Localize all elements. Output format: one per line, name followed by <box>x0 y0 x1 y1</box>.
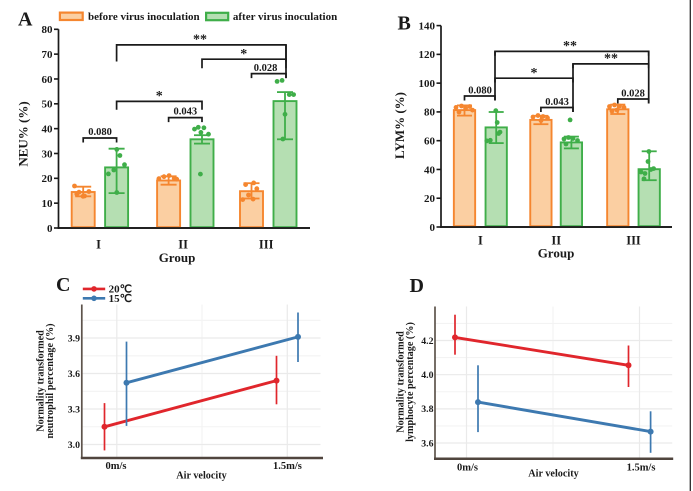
svg-text:*: * <box>531 66 538 81</box>
svg-text:60: 60 <box>42 74 54 86</box>
svg-text:Group: Group <box>538 246 575 261</box>
svg-text:40: 40 <box>424 164 436 176</box>
svg-text:0.028: 0.028 <box>621 88 645 99</box>
svg-text:100: 100 <box>419 78 436 90</box>
svg-text:B: B <box>398 12 411 34</box>
svg-text:3.6: 3.6 <box>421 438 433 449</box>
svg-text:20: 20 <box>424 193 436 205</box>
svg-text:3.8: 3.8 <box>421 404 433 415</box>
svg-text:0m/s: 0m/s <box>106 461 127 472</box>
svg-text:20℃: 20℃ <box>109 284 132 296</box>
svg-text:60: 60 <box>424 135 436 147</box>
svg-text:140: 140 <box>419 20 436 32</box>
svg-text:after virus inoculation: after virus inoculation <box>233 11 337 23</box>
svg-text:0: 0 <box>47 223 53 235</box>
svg-text:120: 120 <box>419 49 436 61</box>
svg-text:III: III <box>259 238 274 252</box>
svg-text:I: I <box>96 238 101 252</box>
svg-text:40: 40 <box>42 123 54 135</box>
svg-text:0.028: 0.028 <box>254 63 278 74</box>
svg-text:0.043: 0.043 <box>545 97 569 108</box>
svg-text:0m/s: 0m/s <box>457 462 478 473</box>
svg-text:*: * <box>156 89 163 104</box>
svg-text:Normality transformed: Normality transformed <box>395 331 406 433</box>
svg-text:**: ** <box>563 39 577 54</box>
svg-text:20: 20 <box>42 173 54 185</box>
svg-text:15℃: 15℃ <box>109 293 132 305</box>
svg-text:D: D <box>410 275 424 297</box>
svg-text:A: A <box>18 9 33 31</box>
svg-text:80: 80 <box>424 107 436 119</box>
svg-text:0.080: 0.080 <box>468 85 492 96</box>
svg-text:LYM% (%): LYM% (%) <box>392 92 407 159</box>
svg-text:0: 0 <box>430 222 436 234</box>
svg-text:Air velocity: Air velocity <box>528 469 578 480</box>
svg-text:neutrophil percentage (%): neutrophil percentage (%) <box>45 323 56 438</box>
svg-text:II: II <box>551 234 561 248</box>
svg-text:lymphocyte percentage (%): lymphocyte percentage (%) <box>405 322 416 442</box>
svg-text:3.6: 3.6 <box>68 369 80 380</box>
svg-text:Group: Group <box>159 250 196 265</box>
svg-text:4.2: 4.2 <box>421 336 433 347</box>
svg-text:*: * <box>240 47 247 62</box>
svg-text:1.5m/s: 1.5m/s <box>273 461 302 472</box>
svg-text:I: I <box>478 234 483 248</box>
svg-text:4.0: 4.0 <box>421 370 433 381</box>
svg-text:III: III <box>626 234 641 248</box>
svg-text:Normality transformed: Normality transformed <box>35 330 46 432</box>
svg-text:10: 10 <box>42 198 54 210</box>
svg-text:**: ** <box>604 52 618 67</box>
svg-text:3.3: 3.3 <box>68 404 80 415</box>
svg-text:**: ** <box>193 33 207 48</box>
svg-text:II: II <box>178 238 188 252</box>
svg-text:NEU% (%): NEU% (%) <box>16 101 31 166</box>
svg-text:0.080: 0.080 <box>88 127 112 138</box>
svg-text:1.5m/s: 1.5m/s <box>627 462 656 473</box>
svg-text:50: 50 <box>42 99 54 111</box>
svg-text:C: C <box>56 274 70 296</box>
svg-text:0.043: 0.043 <box>173 107 197 118</box>
svg-text:Air velocity: Air velocity <box>176 470 226 481</box>
svg-text:3.0: 3.0 <box>68 440 80 451</box>
svg-text:3.9: 3.9 <box>68 333 80 344</box>
svg-text:70: 70 <box>42 49 54 61</box>
svg-text:80: 80 <box>42 24 54 36</box>
svg-text:30: 30 <box>42 148 54 160</box>
svg-text:before virus inoculation: before virus inoculation <box>88 11 200 23</box>
